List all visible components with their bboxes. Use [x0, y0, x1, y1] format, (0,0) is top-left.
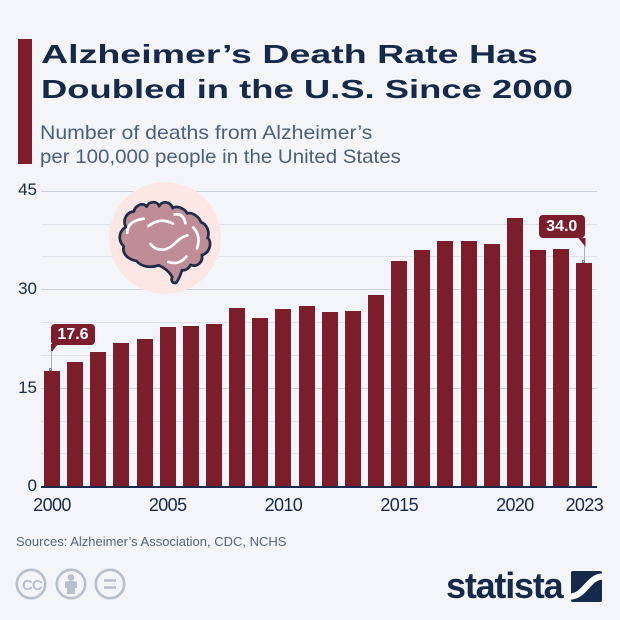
svg-text:CC: CC — [22, 577, 43, 594]
svg-text:statista: statista — [446, 565, 565, 605]
